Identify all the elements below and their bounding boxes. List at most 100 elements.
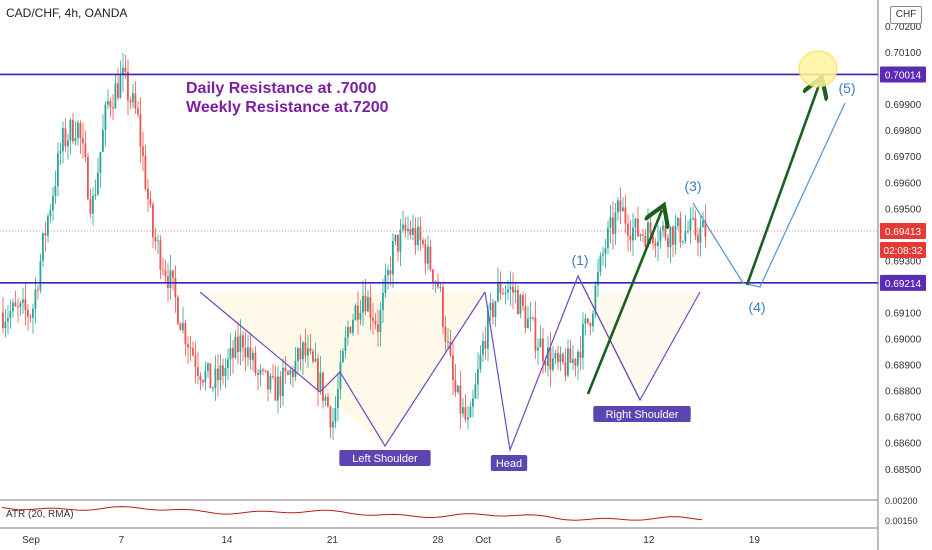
candle-body — [87, 156, 89, 200]
candle-body — [9, 311, 12, 318]
candle-body — [507, 289, 509, 293]
y-tick-label: 0.68800 — [885, 387, 922, 398]
candle-body — [142, 146, 144, 156]
y-tick-label: 0.69900 — [885, 100, 922, 111]
candle-body — [79, 122, 82, 139]
candle-body — [504, 292, 507, 294]
candle-body — [557, 352, 559, 362]
y-tick-label: 0.70100 — [885, 48, 922, 59]
candle-body — [654, 243, 657, 246]
candle-body — [394, 234, 397, 242]
candle-body — [547, 347, 549, 366]
candle-body — [314, 358, 317, 362]
candle-body — [682, 241, 684, 243]
candle-body — [492, 302, 494, 318]
candle-body — [612, 217, 614, 234]
candle-body — [344, 337, 347, 352]
head-tag: Head — [496, 458, 522, 470]
candle-body — [39, 260, 42, 291]
candle-body — [554, 352, 557, 359]
candle-body — [27, 310, 29, 317]
candle-body — [399, 229, 402, 252]
candle-body — [139, 114, 142, 147]
candle-body — [359, 312, 362, 320]
candle-body — [692, 218, 694, 220]
annotations-layer: (1) (3) (4) (5) Left Shoulder Head Right Shoul… — [0, 50, 878, 471]
candle-body — [667, 237, 669, 248]
pattern-fill-right — [490, 292, 700, 400]
candle-body — [407, 228, 409, 232]
candle-body — [662, 225, 664, 230]
candle-body — [194, 355, 197, 368]
candle-body — [249, 347, 252, 360]
wave-label-4: (4) — [748, 299, 765, 315]
candle-body — [47, 216, 49, 236]
candle-body — [309, 348, 312, 352]
candle-body — [62, 128, 64, 152]
candle-body — [294, 360, 297, 378]
candle-body — [217, 368, 219, 381]
candle-body — [64, 128, 67, 147]
right-shoulder-tag-bg — [593, 406, 691, 422]
candle-body — [24, 299, 27, 311]
candle-body — [652, 233, 654, 244]
candle-body — [427, 246, 429, 264]
candle-body — [177, 297, 179, 324]
candle-body — [532, 317, 534, 319]
candle-body — [637, 218, 639, 237]
price-badge-bg — [880, 222, 926, 239]
candle-body — [252, 352, 254, 360]
candle-body — [319, 372, 322, 391]
candle-body — [172, 270, 174, 278]
candle-body — [582, 323, 584, 358]
candle-body — [114, 83, 117, 109]
candle-body — [412, 227, 414, 235]
candle-body — [317, 358, 319, 391]
candle-body — [574, 359, 577, 366]
candle-body — [182, 323, 184, 331]
candle-body — [677, 218, 679, 227]
candle-body — [284, 367, 287, 372]
candle-body — [352, 319, 354, 333]
candle-body — [307, 348, 309, 356]
candle-body — [324, 396, 327, 401]
candle-body — [374, 320, 377, 325]
candle-body — [272, 375, 274, 377]
candle-body — [684, 231, 687, 242]
candle-body — [232, 348, 234, 358]
x-tick-label: 28 — [432, 535, 444, 546]
candle-body — [242, 335, 244, 348]
candle-body — [184, 323, 187, 345]
candle-body — [277, 376, 279, 401]
candle-body — [264, 370, 267, 372]
currency-button[interactable]: CHF — [890, 6, 922, 24]
candle-body — [297, 347, 299, 361]
candle-body — [702, 220, 704, 228]
candle-body — [49, 210, 52, 217]
candle-body — [382, 292, 384, 311]
candle-body — [209, 363, 212, 388]
candle-body — [422, 240, 424, 245]
x-tick-label: 6 — [556, 535, 562, 546]
candle-body — [222, 365, 224, 377]
candle-body — [397, 234, 399, 252]
right-shoulder-inner-line — [577, 275, 641, 401]
candle-body — [107, 100, 109, 105]
candle-body — [364, 295, 367, 312]
candle-body — [462, 407, 464, 414]
head-tag-bg — [490, 455, 528, 471]
candle-body — [424, 244, 427, 264]
candle-body — [617, 200, 619, 213]
candle-body — [109, 100, 112, 108]
candle-body — [439, 286, 442, 288]
y-tick-label: 0.69300 — [885, 256, 922, 267]
candle-body — [14, 302, 17, 307]
atr-pane — [1, 506, 703, 521]
y-tick-label: 0.69100 — [885, 309, 922, 320]
candle-body — [647, 222, 649, 248]
candle-body — [624, 207, 627, 224]
candle-body — [274, 376, 277, 401]
candle-body — [384, 275, 387, 293]
